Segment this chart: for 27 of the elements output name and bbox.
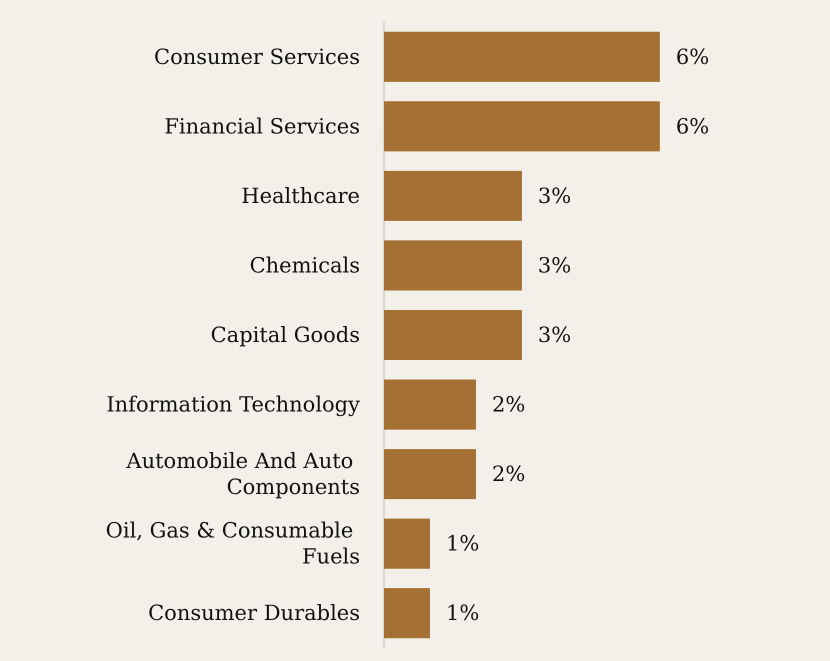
bar <box>384 32 660 82</box>
y-tick-label: Chemicals <box>250 253 360 278</box>
data-label: 1% <box>446 601 480 626</box>
y-tick-label: Financial Services <box>164 114 360 138</box>
data-label: 6% <box>676 114 710 138</box>
data-label: 1% <box>446 532 480 556</box>
data-label: 6% <box>676 44 710 69</box>
bar <box>384 310 522 360</box>
bar <box>384 449 476 500</box>
y-tick-label: Capital Goods <box>210 323 360 347</box>
bar <box>384 101 660 152</box>
y-tick-label: Oil, Gas & Consumable Fuels <box>106 518 360 569</box>
data-label: 2% <box>492 392 526 417</box>
bar <box>384 170 522 221</box>
data-label: 3% <box>538 184 572 208</box>
bar <box>384 588 430 638</box>
data-label: 3% <box>538 323 572 347</box>
y-tick-label: Consumer Durables <box>148 601 360 626</box>
data-label: 2% <box>492 462 526 486</box>
y-tick-label: Automobile And Auto Components <box>125 449 360 500</box>
y-tick-label: Information Technology <box>106 392 360 417</box>
bar <box>384 240 522 290</box>
bar <box>384 380 476 430</box>
bar <box>384 518 430 569</box>
data-label: 3% <box>538 253 572 278</box>
y-tick-label: Consumer Services <box>154 44 360 69</box>
y-tick-label: Healthcare <box>241 184 360 208</box>
